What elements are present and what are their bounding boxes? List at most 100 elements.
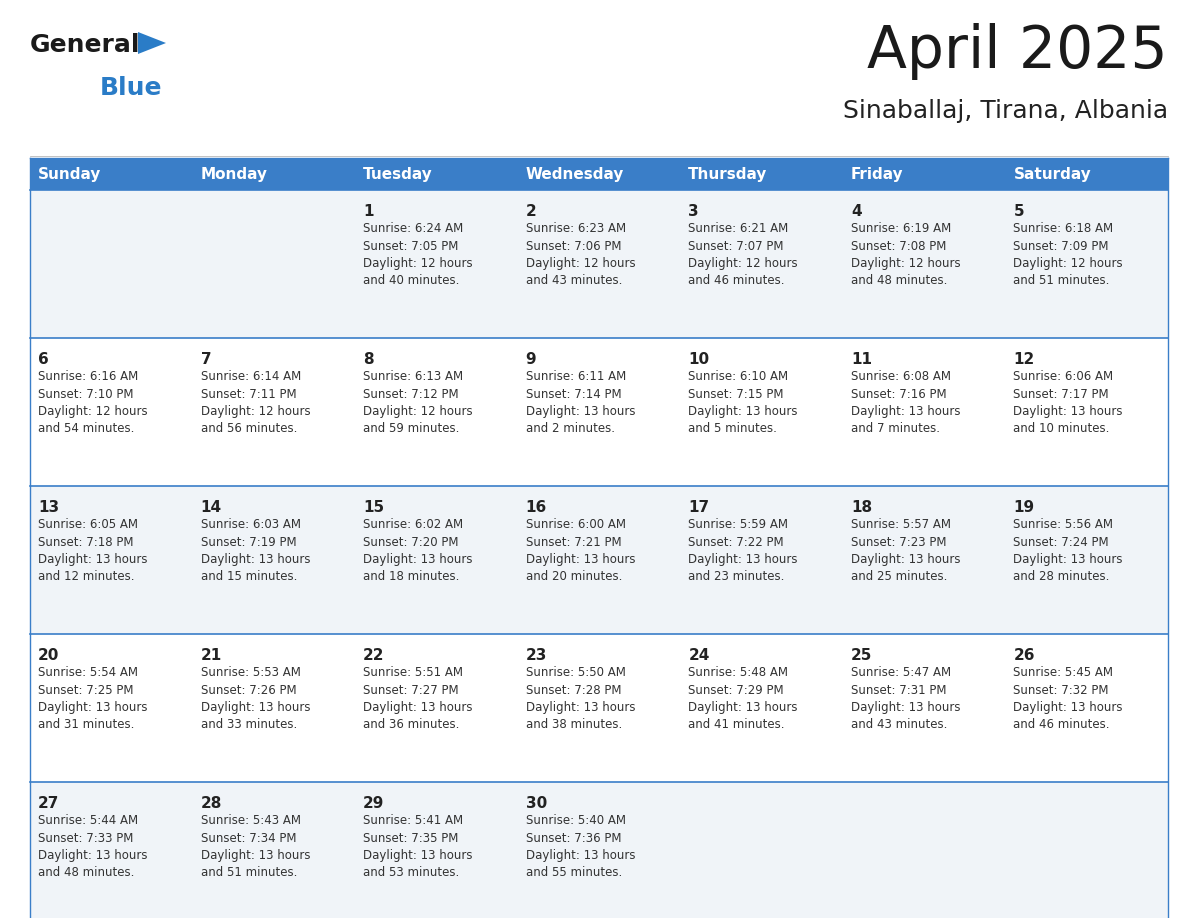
Bar xyxy=(518,158,681,190)
Text: 8: 8 xyxy=(364,352,374,367)
Text: Sunrise: 5:45 AM
Sunset: 7:32 PM
Daylight: 13 hours
and 46 minutes.: Sunrise: 5:45 AM Sunset: 7:32 PM Dayligh… xyxy=(1013,666,1123,732)
Bar xyxy=(192,634,355,782)
Text: Sunrise: 6:02 AM
Sunset: 7:20 PM
Daylight: 13 hours
and 18 minutes.: Sunrise: 6:02 AM Sunset: 7:20 PM Dayligh… xyxy=(364,518,473,584)
Bar xyxy=(681,634,842,782)
Text: Wednesday: Wednesday xyxy=(526,166,624,182)
Text: Sinaballaj, Tirana, Albania: Sinaballaj, Tirana, Albania xyxy=(842,99,1168,123)
Text: 11: 11 xyxy=(851,352,872,367)
Text: Sunrise: 5:57 AM
Sunset: 7:23 PM
Daylight: 13 hours
and 25 minutes.: Sunrise: 5:57 AM Sunset: 7:23 PM Dayligh… xyxy=(851,518,960,584)
Text: 30: 30 xyxy=(526,796,546,811)
Text: 17: 17 xyxy=(688,500,709,515)
Bar xyxy=(355,634,518,782)
Bar xyxy=(1005,486,1168,634)
Text: 28: 28 xyxy=(201,796,222,811)
Bar xyxy=(681,486,842,634)
Bar xyxy=(355,338,518,486)
Bar xyxy=(1005,338,1168,486)
Bar xyxy=(842,486,1005,634)
Bar xyxy=(842,190,1005,338)
Text: 14: 14 xyxy=(201,500,222,515)
Bar xyxy=(518,634,681,782)
Text: Sunrise: 5:41 AM
Sunset: 7:35 PM
Daylight: 13 hours
and 53 minutes.: Sunrise: 5:41 AM Sunset: 7:35 PM Dayligh… xyxy=(364,814,473,879)
Text: Sunrise: 5:54 AM
Sunset: 7:25 PM
Daylight: 13 hours
and 31 minutes.: Sunrise: 5:54 AM Sunset: 7:25 PM Dayligh… xyxy=(38,666,147,732)
Bar xyxy=(30,634,192,782)
Text: Sunrise: 5:44 AM
Sunset: 7:33 PM
Daylight: 13 hours
and 48 minutes.: Sunrise: 5:44 AM Sunset: 7:33 PM Dayligh… xyxy=(38,814,147,879)
Text: General: General xyxy=(30,33,140,57)
Text: 10: 10 xyxy=(688,352,709,367)
Bar xyxy=(355,782,518,918)
Bar xyxy=(30,190,192,338)
Text: Sunrise: 6:03 AM
Sunset: 7:19 PM
Daylight: 13 hours
and 15 minutes.: Sunrise: 6:03 AM Sunset: 7:19 PM Dayligh… xyxy=(201,518,310,584)
Text: Sunrise: 5:56 AM
Sunset: 7:24 PM
Daylight: 13 hours
and 28 minutes.: Sunrise: 5:56 AM Sunset: 7:24 PM Dayligh… xyxy=(1013,518,1123,584)
Bar xyxy=(30,782,192,918)
Text: 19: 19 xyxy=(1013,500,1035,515)
Text: Sunrise: 5:50 AM
Sunset: 7:28 PM
Daylight: 13 hours
and 38 minutes.: Sunrise: 5:50 AM Sunset: 7:28 PM Dayligh… xyxy=(526,666,636,732)
Text: Monday: Monday xyxy=(201,166,267,182)
Text: 7: 7 xyxy=(201,352,211,367)
Bar xyxy=(192,486,355,634)
Text: 9: 9 xyxy=(526,352,536,367)
Text: Sunrise: 6:16 AM
Sunset: 7:10 PM
Daylight: 12 hours
and 54 minutes.: Sunrise: 6:16 AM Sunset: 7:10 PM Dayligh… xyxy=(38,370,147,435)
Text: Sunrise: 6:06 AM
Sunset: 7:17 PM
Daylight: 13 hours
and 10 minutes.: Sunrise: 6:06 AM Sunset: 7:17 PM Dayligh… xyxy=(1013,370,1123,435)
Text: Sunrise: 5:40 AM
Sunset: 7:36 PM
Daylight: 13 hours
and 55 minutes.: Sunrise: 5:40 AM Sunset: 7:36 PM Dayligh… xyxy=(526,814,636,879)
Text: 15: 15 xyxy=(364,500,384,515)
Text: Thursday: Thursday xyxy=(688,166,767,182)
Text: Sunrise: 6:05 AM
Sunset: 7:18 PM
Daylight: 13 hours
and 12 minutes.: Sunrise: 6:05 AM Sunset: 7:18 PM Dayligh… xyxy=(38,518,147,584)
Bar xyxy=(192,338,355,486)
Text: 3: 3 xyxy=(688,204,699,219)
Bar xyxy=(192,782,355,918)
Text: Sunrise: 6:13 AM
Sunset: 7:12 PM
Daylight: 12 hours
and 59 minutes.: Sunrise: 6:13 AM Sunset: 7:12 PM Dayligh… xyxy=(364,370,473,435)
Text: Sunrise: 5:48 AM
Sunset: 7:29 PM
Daylight: 13 hours
and 41 minutes.: Sunrise: 5:48 AM Sunset: 7:29 PM Dayligh… xyxy=(688,666,798,732)
Bar xyxy=(842,338,1005,486)
Text: Sunrise: 5:47 AM
Sunset: 7:31 PM
Daylight: 13 hours
and 43 minutes.: Sunrise: 5:47 AM Sunset: 7:31 PM Dayligh… xyxy=(851,666,960,732)
Text: 13: 13 xyxy=(38,500,59,515)
Bar xyxy=(681,158,842,190)
Bar xyxy=(30,338,192,486)
Bar xyxy=(518,486,681,634)
Text: April 2025: April 2025 xyxy=(867,23,1168,80)
Text: 2: 2 xyxy=(526,204,537,219)
Bar xyxy=(1005,782,1168,918)
Text: Sunday: Sunday xyxy=(38,166,101,182)
Text: Tuesday: Tuesday xyxy=(364,166,432,182)
Text: 25: 25 xyxy=(851,648,872,663)
Text: Sunrise: 6:23 AM
Sunset: 7:06 PM
Daylight: 12 hours
and 43 minutes.: Sunrise: 6:23 AM Sunset: 7:06 PM Dayligh… xyxy=(526,222,636,287)
Bar xyxy=(842,158,1005,190)
Text: 4: 4 xyxy=(851,204,861,219)
Bar xyxy=(30,158,192,190)
Text: Sunrise: 6:10 AM
Sunset: 7:15 PM
Daylight: 13 hours
and 5 minutes.: Sunrise: 6:10 AM Sunset: 7:15 PM Dayligh… xyxy=(688,370,798,435)
Bar xyxy=(1005,634,1168,782)
Bar xyxy=(842,782,1005,918)
Polygon shape xyxy=(138,32,166,54)
Bar xyxy=(355,486,518,634)
Text: 6: 6 xyxy=(38,352,49,367)
Bar xyxy=(681,190,842,338)
Text: Sunrise: 6:19 AM
Sunset: 7:08 PM
Daylight: 12 hours
and 48 minutes.: Sunrise: 6:19 AM Sunset: 7:08 PM Dayligh… xyxy=(851,222,960,287)
Bar xyxy=(1005,190,1168,338)
Bar xyxy=(842,634,1005,782)
Text: 1: 1 xyxy=(364,204,374,219)
Text: 29: 29 xyxy=(364,796,385,811)
Text: Sunrise: 5:59 AM
Sunset: 7:22 PM
Daylight: 13 hours
and 23 minutes.: Sunrise: 5:59 AM Sunset: 7:22 PM Dayligh… xyxy=(688,518,798,584)
Text: 20: 20 xyxy=(38,648,59,663)
Text: Sunrise: 5:53 AM
Sunset: 7:26 PM
Daylight: 13 hours
and 33 minutes.: Sunrise: 5:53 AM Sunset: 7:26 PM Dayligh… xyxy=(201,666,310,732)
Text: 21: 21 xyxy=(201,648,222,663)
Text: Sunrise: 6:18 AM
Sunset: 7:09 PM
Daylight: 12 hours
and 51 minutes.: Sunrise: 6:18 AM Sunset: 7:09 PM Dayligh… xyxy=(1013,222,1123,287)
Text: Saturday: Saturday xyxy=(1013,166,1092,182)
Text: 23: 23 xyxy=(526,648,548,663)
Text: Friday: Friday xyxy=(851,166,904,182)
Text: 24: 24 xyxy=(688,648,709,663)
Bar xyxy=(681,338,842,486)
Bar xyxy=(192,158,355,190)
Bar xyxy=(355,158,518,190)
Text: Sunrise: 6:08 AM
Sunset: 7:16 PM
Daylight: 13 hours
and 7 minutes.: Sunrise: 6:08 AM Sunset: 7:16 PM Dayligh… xyxy=(851,370,960,435)
Text: Blue: Blue xyxy=(100,76,163,100)
Text: Sunrise: 6:14 AM
Sunset: 7:11 PM
Daylight: 12 hours
and 56 minutes.: Sunrise: 6:14 AM Sunset: 7:11 PM Dayligh… xyxy=(201,370,310,435)
Bar xyxy=(518,338,681,486)
Text: Sunrise: 5:51 AM
Sunset: 7:27 PM
Daylight: 13 hours
and 36 minutes.: Sunrise: 5:51 AM Sunset: 7:27 PM Dayligh… xyxy=(364,666,473,732)
Text: 18: 18 xyxy=(851,500,872,515)
Text: 26: 26 xyxy=(1013,648,1035,663)
Bar xyxy=(30,486,192,634)
Bar xyxy=(681,782,842,918)
Text: Sunrise: 6:21 AM
Sunset: 7:07 PM
Daylight: 12 hours
and 46 minutes.: Sunrise: 6:21 AM Sunset: 7:07 PM Dayligh… xyxy=(688,222,798,287)
